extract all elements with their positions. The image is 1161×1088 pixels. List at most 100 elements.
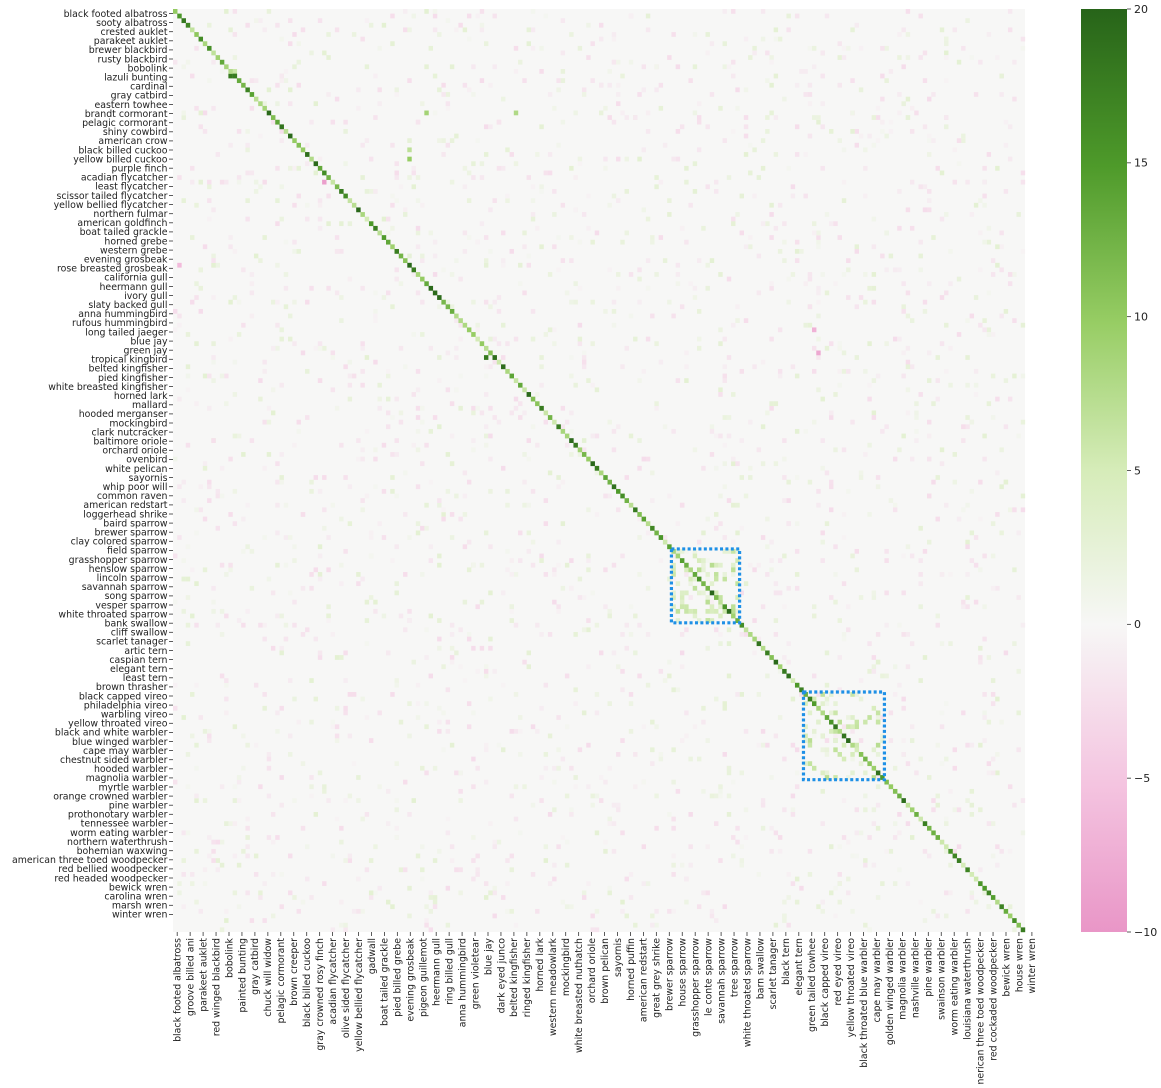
heatmap-cell xyxy=(620,632,625,637)
heatmap-cell xyxy=(897,32,902,37)
heatmap-cell xyxy=(731,9,736,14)
heatmap-cell xyxy=(539,364,544,370)
heatmap-cell xyxy=(990,821,996,827)
heatmap-cell xyxy=(590,927,595,933)
x-tick-label: pelagic cormorant xyxy=(276,938,287,1024)
heatmap-cell xyxy=(812,345,817,351)
heatmap-cell xyxy=(927,188,932,194)
heatmap-cell xyxy=(381,535,387,540)
heatmap-cell xyxy=(897,682,902,688)
heatmap-cell xyxy=(760,165,766,171)
heatmap-cell xyxy=(905,410,911,416)
heatmap-cell xyxy=(415,387,421,393)
heatmap-cell xyxy=(368,156,374,162)
heatmap-cell xyxy=(939,572,945,577)
heatmap-cell xyxy=(415,682,421,688)
heatmap-cell xyxy=(236,299,242,305)
heatmap-cell xyxy=(253,742,259,748)
heatmap-cell xyxy=(752,618,757,623)
heatmap-cell xyxy=(309,119,314,125)
heatmap-cell xyxy=(645,216,651,222)
x-tick-label: gray catbird xyxy=(250,938,261,995)
heatmap-cell xyxy=(782,475,787,480)
heatmap-cell xyxy=(573,281,578,287)
heatmap-cell xyxy=(918,604,923,610)
heatmap-cell xyxy=(773,581,779,587)
heatmap-cell xyxy=(897,812,902,817)
heatmap-cell xyxy=(645,530,651,536)
heatmap-cell xyxy=(812,64,817,70)
heatmap-cell xyxy=(283,562,289,568)
heatmap-cell xyxy=(837,345,842,351)
diagonal-cell xyxy=(679,558,685,564)
heatmap-cell xyxy=(394,175,399,180)
diagonal-cell xyxy=(581,452,587,457)
heatmap-cell xyxy=(939,27,945,33)
heatmap-cell xyxy=(415,368,421,374)
diagonal-cell xyxy=(296,142,301,148)
heatmap-cell xyxy=(722,572,727,577)
heatmap-cell xyxy=(816,285,821,291)
heatmap-cell xyxy=(505,198,510,203)
heatmap-cell xyxy=(807,304,813,310)
y-tick-label: scarlet tanager xyxy=(96,637,167,648)
heatmap-cell xyxy=(181,498,186,503)
heatmap-cell xyxy=(743,318,749,323)
heatmap-cell xyxy=(560,119,566,125)
heatmap-cell xyxy=(841,179,847,185)
heatmap-cell xyxy=(309,488,314,494)
heatmap-cell xyxy=(539,705,544,711)
diagonal-cell xyxy=(535,401,540,407)
heatmap-cell xyxy=(364,599,370,605)
heatmap-cell xyxy=(982,327,987,333)
heatmap-cell xyxy=(803,69,808,74)
heatmap-cell xyxy=(969,55,975,60)
heatmap-cell xyxy=(978,567,983,573)
heatmap-cell xyxy=(437,502,442,508)
heatmap-cell xyxy=(829,484,834,490)
heatmap-cell xyxy=(219,69,225,74)
heatmap-cell xyxy=(258,18,263,23)
heatmap-cell xyxy=(330,502,336,508)
heatmap-cell xyxy=(709,618,715,623)
heatmap-cell xyxy=(1012,802,1017,808)
heatmap-cell xyxy=(1020,798,1026,803)
heatmap-cell xyxy=(368,858,374,863)
heatmap-cell xyxy=(471,710,476,716)
heatmap-cell xyxy=(599,798,604,803)
heatmap-cell xyxy=(398,410,404,416)
heatmap-cell xyxy=(300,825,306,831)
heatmap-cell xyxy=(288,87,293,93)
heatmap-cell xyxy=(492,890,497,896)
heatmap-cell xyxy=(633,922,638,928)
heatmap-cell xyxy=(556,87,561,93)
heatmap-cell xyxy=(773,115,779,120)
heatmap-cell xyxy=(922,78,928,83)
heatmap-cell xyxy=(236,862,242,868)
heatmap-cell xyxy=(803,761,808,767)
heatmap-cell xyxy=(501,322,506,328)
heatmap-cell xyxy=(479,27,485,33)
heatmap-cell xyxy=(317,576,323,582)
heatmap-cell xyxy=(675,687,681,693)
heatmap-cell xyxy=(748,465,753,471)
heatmap-cell xyxy=(483,299,489,305)
heatmap-cell xyxy=(897,225,902,231)
heatmap-cell xyxy=(850,724,855,730)
heatmap-cell xyxy=(488,821,493,827)
heatmap-cell xyxy=(803,152,808,157)
heatmap-cell xyxy=(407,885,412,891)
heatmap-cell xyxy=(965,908,970,914)
heatmap-cell xyxy=(769,59,774,65)
heatmap-cell xyxy=(492,913,497,919)
heatmap-cell xyxy=(654,922,659,928)
heatmap-cell xyxy=(982,433,987,439)
heatmap-cell xyxy=(471,410,476,416)
diagonal-cell xyxy=(790,678,796,683)
heatmap-cell xyxy=(326,55,331,60)
diagonal-cell xyxy=(432,290,438,296)
y-tick-label: philadelphia vireo xyxy=(84,700,168,711)
heatmap-cell xyxy=(765,50,770,56)
heatmap-cell xyxy=(927,198,932,203)
heatmap-cell xyxy=(616,424,621,430)
